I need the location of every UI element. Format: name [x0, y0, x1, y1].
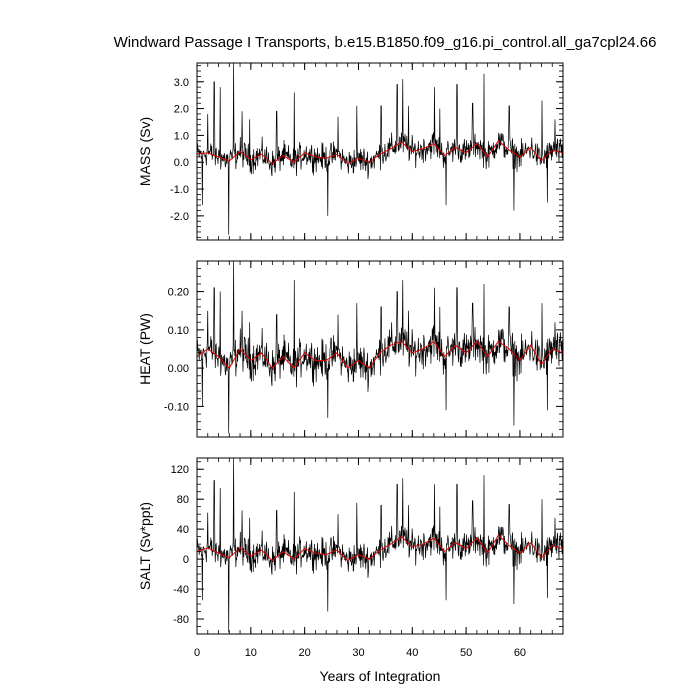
- smoothed-series-line-0: [196, 140, 564, 165]
- y-tick-label: -80: [173, 614, 189, 626]
- y-tick-label: 0.20: [168, 287, 189, 299]
- chart-panels: -2.0 -1.0 0.0 1.0 2.0 3.0 MASS (Sv) -0.10 0.00 0.…: [137, 62, 564, 659]
- y-tick-label: 0.10: [168, 325, 189, 337]
- y-tick-label: -1.0: [170, 184, 189, 196]
- y-axis-label-0: MASS (Sv): [137, 117, 153, 186]
- y-tick-label: 80: [177, 494, 189, 506]
- y-axis-label-1: HEAT (PW): [137, 313, 153, 385]
- y-tick-label: -40: [173, 584, 189, 596]
- y-axis-label-2: SALT (Sv*ppt): [137, 502, 153, 590]
- x-tick-label: 60: [514, 647, 526, 659]
- y-tick-label: 40: [177, 524, 189, 536]
- x-tick-label: 0: [194, 647, 200, 659]
- y-tick-label: -2.0: [170, 211, 189, 223]
- y-tick-label: 3.0: [174, 77, 189, 89]
- panel-1: -0.10 0.00 0.10 0.20 HEAT (PW): [137, 260, 564, 438]
- panel-0: -2.0 -1.0 0.0 1.0 2.0 3.0 MASS (Sv): [137, 62, 564, 241]
- x-axis-label: Years of Integration: [320, 668, 441, 684]
- y-tick-label: 0: [183, 554, 189, 566]
- y-tick-label: -0.10: [164, 401, 189, 413]
- y-tick-label: 120: [171, 464, 189, 476]
- x-tick-label: 20: [299, 647, 311, 659]
- smoothed-series-line-2: [196, 534, 564, 562]
- y-tick-label: 2.0: [174, 104, 189, 116]
- x-tick-label: 30: [352, 647, 364, 659]
- y-tick-label: 0.00: [168, 363, 189, 375]
- smoothed-series-line-1: [196, 340, 564, 369]
- y-tick-label: 0.0: [174, 157, 189, 169]
- x-tick-label: 40: [406, 647, 418, 659]
- chart-title: Windward Passage I Transports, b.e15.B18…: [114, 34, 657, 51]
- raw-series-line-2: [196, 457, 564, 633]
- x-tick-label: 50: [460, 647, 472, 659]
- raw-series-line-0: [196, 62, 564, 235]
- y-tick-label: 1.0: [174, 130, 189, 142]
- raw-series-line-1: [196, 260, 564, 434]
- x-tick-label: 10: [245, 647, 257, 659]
- panel-2: -80 -40 0 40 80 120 SALT (Sv*ppt) 0 10 20 30 40 50 60: [137, 457, 564, 659]
